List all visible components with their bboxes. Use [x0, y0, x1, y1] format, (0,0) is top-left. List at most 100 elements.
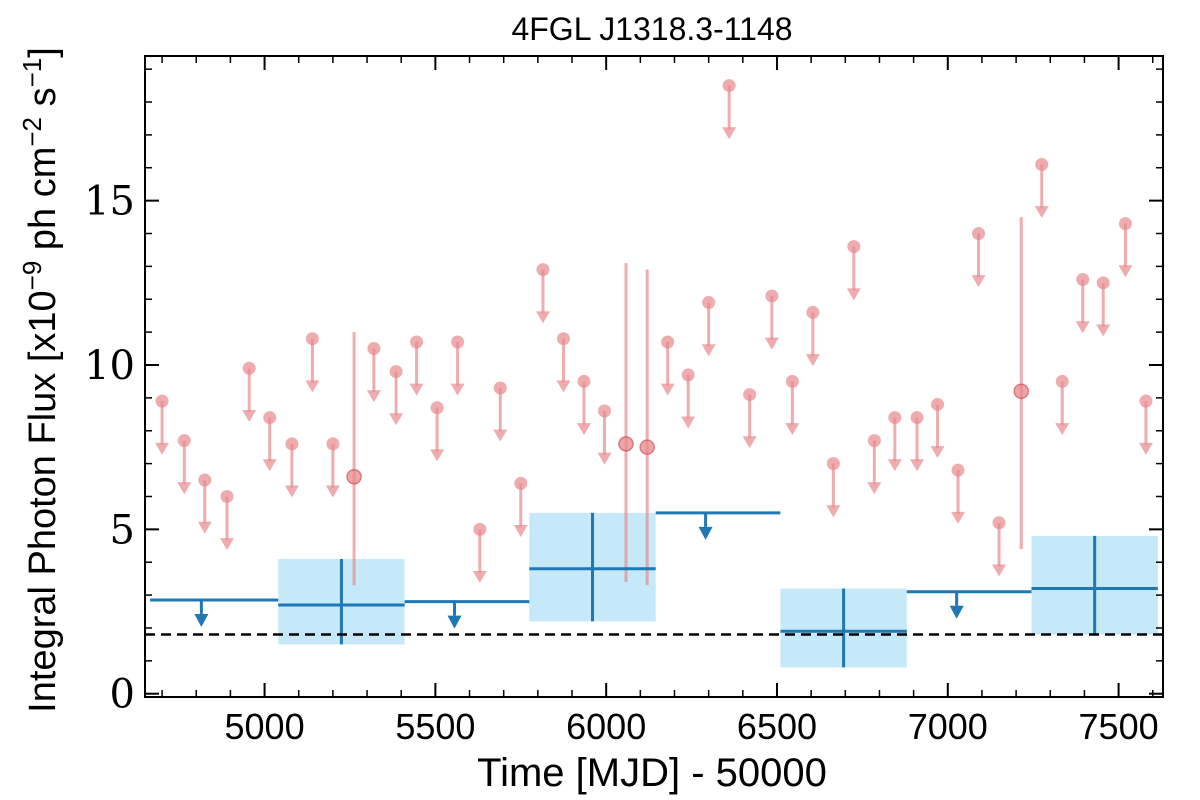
- detection-marker: [639, 439, 655, 455]
- upper-limit-arrowhead: [1034, 206, 1049, 219]
- upper-limit-arrowhead: [325, 485, 340, 498]
- short-bin-upper-limit: [951, 463, 966, 524]
- short-bin-upper-limit: [930, 397, 945, 459]
- short-bin-upper-limit: [472, 522, 487, 584]
- upper-limit-marker: [765, 289, 779, 303]
- x-tick-label: 5000: [225, 706, 305, 747]
- upper-limit-arrowhead: [1055, 423, 1070, 436]
- upper-limit-arrowhead: [219, 538, 234, 551]
- long-bin-series: [150, 511, 1158, 668]
- detection-marker: [1013, 383, 1029, 400]
- upper-limit-marker: [1118, 217, 1132, 231]
- upper-limit-arrowhead: [177, 482, 192, 495]
- upper-limit-arrowhead: [722, 127, 737, 140]
- upper-limit-arrowhead: [992, 564, 1007, 577]
- short-bin-upper-limit: [764, 289, 779, 350]
- long-ul-arrowhead: [194, 614, 209, 628]
- long-ul-arrowhead: [698, 526, 713, 540]
- short-bin-upper-limit: [805, 305, 820, 367]
- y-axis-label: Integral Photon Flux [x10−9 ph cm−2 s−1]: [17, 47, 64, 713]
- upper-limit-arrowhead: [493, 429, 508, 442]
- upper-limit-marker: [263, 411, 277, 425]
- upper-limit-marker: [867, 434, 881, 448]
- short-bin-upper-limit: [576, 374, 591, 436]
- upper-limit-arrowhead: [576, 423, 591, 436]
- short-bin-upper-limit: [450, 335, 465, 396]
- upper-limit-marker: [577, 374, 591, 388]
- upper-limit-marker: [155, 394, 169, 408]
- short-bin-upper-limit: [722, 79, 737, 140]
- upper-limit-arrowhead: [513, 524, 528, 537]
- upper-limit-arrowhead: [1075, 321, 1090, 334]
- long-bin-upper-limit: [906, 590, 1032, 619]
- short-bin-upper-limit: [513, 476, 528, 537]
- long-bin-upper-limit: [404, 600, 530, 629]
- upper-limit-arrowhead: [887, 459, 902, 472]
- upper-limit-arrowhead: [805, 354, 820, 367]
- upper-limit-arrowhead: [930, 446, 945, 459]
- short-bin-upper-limit: [389, 365, 404, 426]
- short-bin-upper-limit: [197, 473, 212, 534]
- upper-limit-arrowhead: [155, 442, 170, 455]
- upper-limit-marker: [931, 397, 945, 411]
- short-bin-upper-limit: [701, 296, 716, 357]
- detection-marker: [346, 469, 362, 485]
- upper-limit-arrowhead: [826, 505, 841, 518]
- upper-limit-marker: [536, 263, 550, 277]
- upper-limit-arrowhead: [785, 423, 800, 436]
- upper-limit-arrowhead: [971, 275, 986, 288]
- long-bin-upper-limit: [655, 511, 781, 540]
- short-bin-upper-limit: [910, 411, 925, 472]
- upper-limit-marker: [597, 404, 611, 418]
- long-bin-detection: [1031, 535, 1158, 635]
- upper-limit-arrowhead: [742, 436, 757, 449]
- short-bin-detection: [346, 332, 362, 586]
- upper-limit-marker: [1096, 276, 1110, 290]
- short-bin-detection: [618, 263, 634, 582]
- short-bin-detection: [639, 269, 655, 586]
- upper-limit-arrowhead: [556, 380, 571, 393]
- upper-limit-marker: [1139, 394, 1153, 408]
- upper-limit-marker: [242, 361, 256, 375]
- short-bin-upper-limit: [1138, 394, 1153, 455]
- upper-limit-marker: [556, 332, 570, 346]
- upper-limit-arrowhead: [910, 459, 925, 472]
- upper-limit-arrowhead: [366, 390, 381, 403]
- short-bin-detection: [1013, 217, 1029, 550]
- upper-limit-marker: [389, 365, 403, 379]
- short-bin-upper-limit: [325, 437, 340, 498]
- long-bin-bands: [278, 512, 1158, 668]
- short-bin-upper-limit: [366, 342, 381, 403]
- upper-limit-arrowhead: [681, 416, 696, 429]
- upper-limit-marker: [1055, 374, 1069, 388]
- upper-limit-arrowhead: [1118, 265, 1133, 278]
- short-bin-upper-limit: [284, 437, 299, 498]
- chart-title: 4FGL J1318.3-1148: [511, 11, 792, 47]
- y-tick-label: 15: [84, 179, 135, 225]
- upper-limit-marker: [910, 411, 924, 425]
- upper-limit-marker: [1076, 273, 1090, 287]
- short-bin-upper-limit: [681, 368, 696, 429]
- y-tick-label: 10: [84, 343, 135, 389]
- short-bin-detections: [346, 217, 1029, 586]
- upper-limit-marker: [326, 437, 340, 451]
- upper-limit-marker: [367, 342, 381, 356]
- short-bin-upper-limit: [493, 381, 508, 442]
- long-ul-arrowhead: [447, 615, 462, 629]
- short-bin-upper-limit: [535, 263, 550, 324]
- upper-limit-arrowhead: [1138, 442, 1153, 455]
- short-bin-upper-limits: [155, 79, 1153, 584]
- upper-limit-arrowhead: [764, 337, 779, 350]
- x-tick-label: 7500: [1079, 706, 1159, 747]
- upper-limit-marker: [826, 457, 840, 471]
- x-tick-label: 7000: [908, 706, 988, 747]
- short-bin-upper-limit: [785, 374, 800, 436]
- upper-limit-arrowhead: [951, 511, 966, 524]
- detection-marker: [618, 436, 634, 452]
- short-bin-upper-limit: [1118, 217, 1133, 278]
- short-bin-upper-limit: [742, 388, 757, 449]
- upper-limit-arrowhead: [535, 311, 550, 324]
- short-bin-upper-limit: [262, 411, 277, 472]
- upper-limit-marker: [951, 463, 965, 477]
